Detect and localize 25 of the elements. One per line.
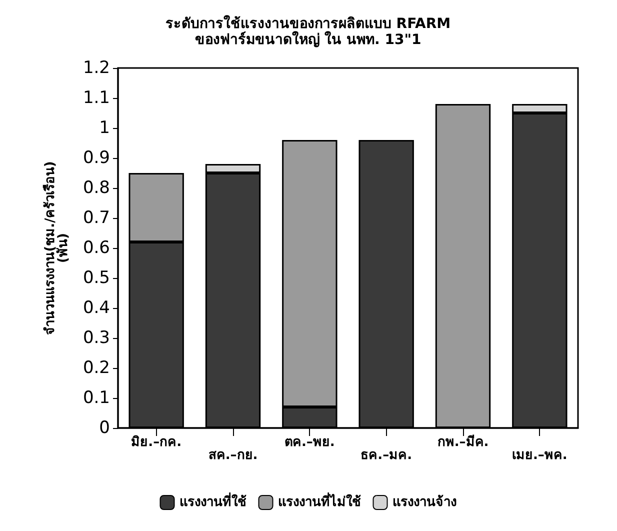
y-tick-label: 1 (99, 118, 110, 138)
legend-label: แรงงานจ้าง (392, 494, 456, 510)
legend-label: แรงงานที่ไม่ใช้ (278, 492, 361, 510)
chart-subtitle: ของฟาร์มขนาดใหญ่ ใน นพท. 13"1 (194, 30, 422, 48)
y-tick-label: 0.6 (82, 238, 110, 258)
y-tick-label: 0.2 (82, 358, 110, 378)
x-tick-label: กพ.–มีค. (437, 434, 489, 450)
y-tick-label: 0.7 (82, 208, 110, 228)
y-tick-label: 0.9 (82, 148, 110, 168)
y-tick-label: 1.2 (82, 58, 110, 78)
chart-title: ระดับการใช้แรงงานของการผลิตแบบ RFARM (165, 14, 451, 32)
legend-label: แรงงานที่ใช้ (179, 492, 246, 510)
x-tick-label: สค.–กย. (208, 448, 258, 463)
y-axis-title: จำนวนแรงงาน(ชม./ครัวเรือน) (พัน) (42, 161, 71, 335)
x-tick-label: มิย.–กค. (131, 435, 182, 450)
x-tick-label: ธค.–มค. (360, 448, 412, 463)
y-tick-label: 0.4 (82, 298, 110, 318)
y-tick-label: 0.1 (82, 388, 110, 408)
y-tick-label: 0.3 (82, 328, 110, 348)
y-tick-label: 1.1 (82, 88, 110, 108)
x-tick-label: ตค.–พย. (284, 435, 335, 450)
y-tick-label: 0 (99, 418, 110, 438)
y-tick-label: 0.5 (82, 268, 110, 288)
x-tick-label: เมย.–พค. (512, 448, 568, 463)
y-tick-label: 0.8 (82, 178, 110, 198)
